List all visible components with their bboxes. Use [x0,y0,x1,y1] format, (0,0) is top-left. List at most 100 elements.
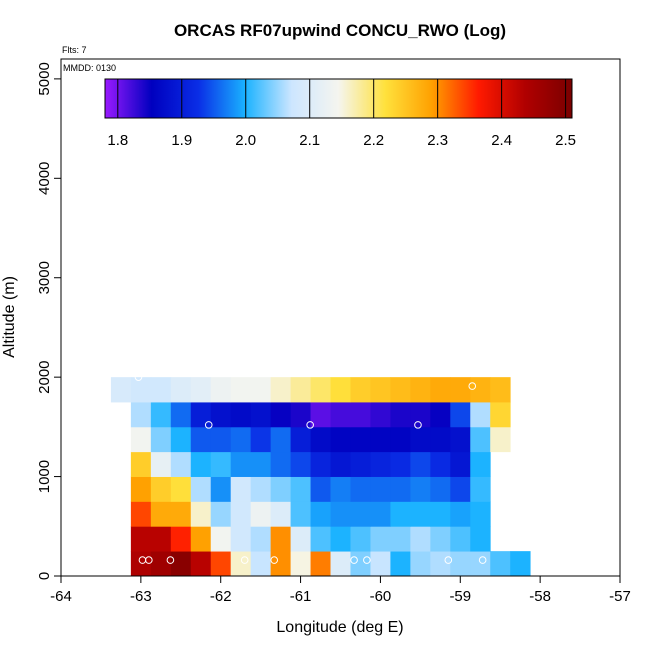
flight-point [478,556,487,564]
heatmap-cell [350,526,371,552]
heatmap-cell [210,426,232,453]
heatmap-cell [170,426,192,453]
heatmap-cell [290,551,311,577]
heatmap-cell [190,402,212,428]
heatmap-cell [450,501,471,527]
heatmap-cell [210,402,232,428]
heatmap-cell [270,476,291,502]
y-tick-label: 5000 [36,62,53,95]
heatmap-cell [370,551,391,577]
heatmap-cell [150,526,172,552]
heatmap-cell [150,377,172,403]
heatmap-cell [490,426,511,453]
heatmap-cell [210,526,232,552]
date-label: MMDD: 0130 [63,63,116,73]
heatmap-cell [170,476,192,502]
heatmap-cell [250,526,272,552]
flight-point [204,421,213,429]
y-axis: 0 1000 2000 3000 4000 5000 [36,62,62,580]
heatmap-cell [390,402,411,428]
heatmap-cell [410,426,431,453]
heatmap-cell [150,551,172,577]
y-axis-label: Altitude (m) [1,276,18,358]
heatmap-cell [190,476,212,502]
heatmap-cell [310,402,331,428]
heatmap-cell [470,501,491,527]
chart-title: ORCAS RF07upwind CONCU_RWO (Log) [174,21,506,40]
heatmap-cell [130,501,152,527]
heatmap-cell [290,476,311,502]
heatmap-cell [270,402,291,428]
heatmap-cell [190,501,212,527]
heatmap-cell [130,526,152,552]
heatmap-cell [250,551,272,577]
heatmap-cell [130,476,152,502]
heatmap-cell [390,526,411,552]
heatmap-cell [270,377,291,403]
flight-point [240,556,249,564]
colorbar-tick-label: 2.1 [299,132,320,149]
flight-point [166,556,175,564]
colorbar-tick-label: 2.0 [235,132,256,149]
x-tick-label: -64 [50,588,72,605]
heatmap-cell [470,377,491,403]
heatmap-cell [450,426,471,453]
colorbar: 1.8 1.9 2.0 2.1 2.2 2.3 2.4 2.5 [104,78,576,149]
flight-point [306,421,314,429]
heatmap-cell [250,377,272,403]
heatmap-cell [150,501,172,527]
heatmap-cell [370,476,391,502]
heatmap-cell [290,402,311,428]
heatmap-cell [370,377,391,403]
heatmap-cell [170,451,192,477]
heatmap-cell [250,451,272,477]
heatmap-cell [430,476,451,502]
heatmap-cell [290,451,311,477]
heatmap-cell [130,377,152,403]
colorbar-tick-label: 1.9 [171,132,192,149]
heatmap-cell [130,426,152,453]
heatmap-cell [170,377,192,403]
heatmap-cell [410,551,431,577]
heatmap-cell [270,426,291,453]
x-tick-label: -57 [609,588,631,605]
heatmap-cell [450,377,471,403]
heatmap-cell [390,551,411,577]
heatmap-cell [150,451,172,477]
x-axis-label: Longitude (deg E) [276,619,403,636]
heatmap-cell [270,526,291,552]
heatmap-cell [410,501,431,527]
heatmap-cell [350,501,371,527]
heatmap-cell [350,451,371,477]
heatmap-cell [250,501,272,527]
heatmap-cell [470,476,491,502]
heatmap-cell [210,377,232,403]
heatmap-cell [430,526,451,552]
flight-point [468,382,477,390]
heatmap-cell [130,402,152,428]
colorbar-gradient [104,78,573,119]
heatmap-cell [150,402,172,428]
heatmap-cell [230,426,252,453]
y-tick-label: 3000 [36,261,53,294]
heatmap-cell [390,377,411,403]
heatmap-cell [210,476,232,502]
heatmap-cell [350,476,371,502]
heatmap-cell [130,451,152,477]
heatmap-cell [330,501,351,527]
x-tick-label: -58 [529,588,551,605]
y-tick-label: 4000 [36,162,53,195]
heatmap-cell [210,451,232,477]
heatmap-cell [210,551,232,577]
heatmap-cell [350,426,371,453]
heatmap-cell [290,501,311,527]
heatmap-cell [390,451,411,477]
heatmap-cell [370,451,391,477]
heatmap-cell [430,451,451,477]
heatmap-cell [330,402,351,428]
flight-point [363,556,371,564]
heatmap-cell [450,526,471,552]
heatmap-cell [490,551,511,577]
heatmap-cell [330,526,351,552]
heatmap-cell [190,426,212,453]
